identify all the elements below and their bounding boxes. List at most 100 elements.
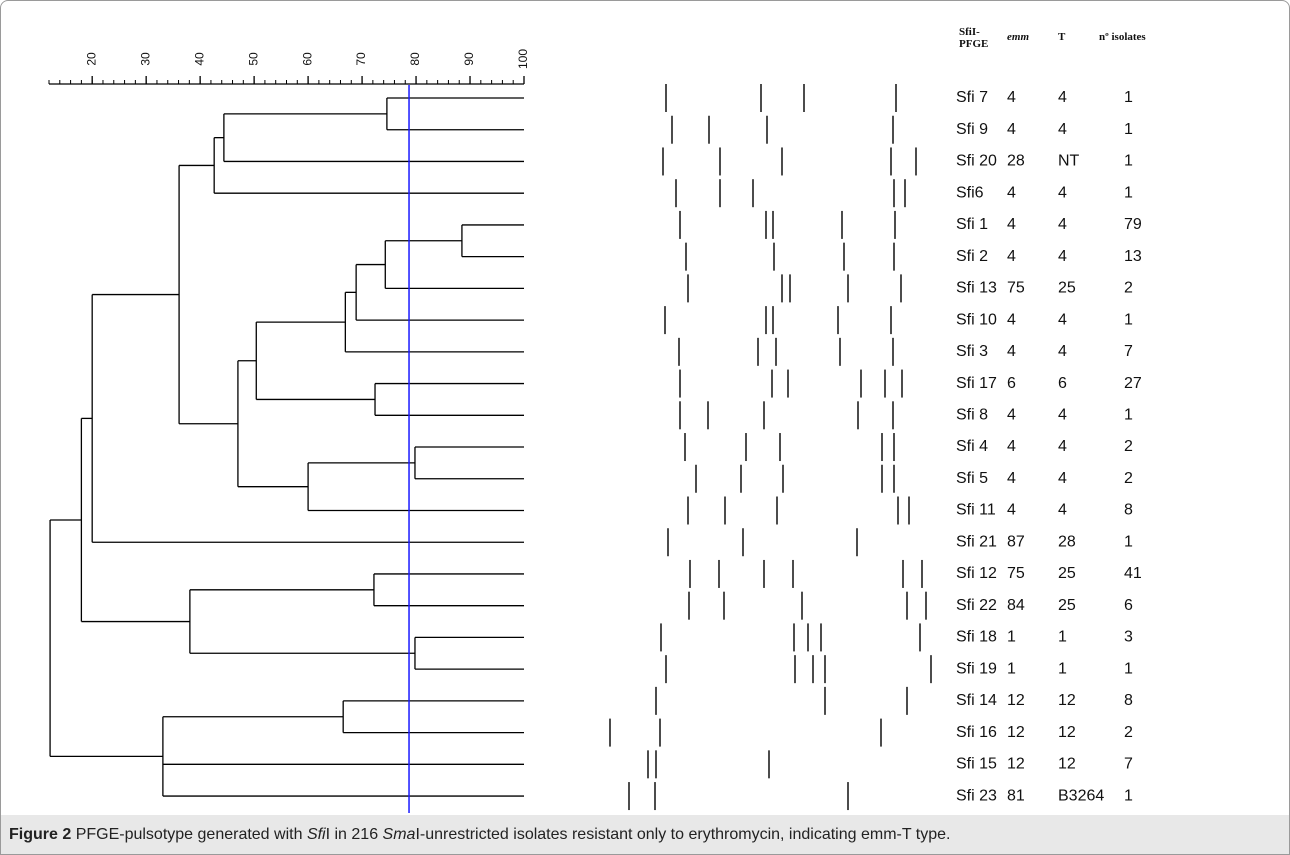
t-type: 4	[1058, 407, 1067, 424]
caption-label: Figure 2	[9, 826, 71, 843]
isolate-count: 8	[1124, 502, 1133, 519]
pulsotype: Sfi 3	[956, 343, 988, 360]
emm-type: 1	[1007, 629, 1016, 646]
header-pulsotype: SfiI-PFGE	[959, 26, 995, 50]
caption: Figure 2 PFGE-pulsotype generated with S…	[1, 815, 1289, 854]
isolate-count: 6	[1124, 597, 1133, 614]
tick-label: 70	[354, 52, 368, 66]
isolate-count: 2	[1124, 280, 1133, 297]
emm-type: 4	[1007, 438, 1016, 455]
isolate-count: 1	[1124, 311, 1133, 328]
emm-type: 4	[1007, 343, 1016, 360]
pulsotype: Sfi 12	[956, 565, 997, 582]
isolate-count: 1	[1124, 89, 1133, 106]
isolate-count: 1	[1124, 184, 1133, 201]
tick-label: 80	[408, 52, 422, 66]
pulsotype: Sfi 18	[956, 629, 997, 646]
isolate-count: 1	[1124, 407, 1133, 424]
pulsotype: Sfi 7	[956, 89, 988, 106]
pulsotype: Sfi 5	[956, 470, 988, 487]
tick-label: 60	[300, 52, 314, 66]
emm-type: 28	[1007, 153, 1025, 170]
emm-type: 4	[1007, 407, 1016, 424]
t-type: 4	[1058, 502, 1067, 519]
header-t: T	[1058, 31, 1065, 43]
t-type: 25	[1058, 565, 1076, 582]
emm-type: 4	[1007, 216, 1016, 233]
emm-type: 4	[1007, 121, 1016, 138]
isolate-count: 2	[1124, 724, 1133, 741]
pulsotype: Sfi 19	[956, 660, 997, 677]
t-type: 1	[1058, 660, 1067, 677]
pulsotype: Sfi 21	[956, 533, 997, 550]
t-type: 4	[1058, 470, 1067, 487]
isolate-count: 8	[1124, 692, 1133, 709]
emm-type: 4	[1007, 89, 1016, 106]
header-isolates: nº isolates	[1099, 31, 1146, 43]
pulsotype: Sfi 15	[956, 756, 997, 773]
pulsotype: Sfi6	[956, 184, 984, 201]
t-type: 28	[1058, 533, 1076, 550]
isolate-count: 1	[1124, 660, 1133, 677]
t-type: 4	[1058, 89, 1067, 106]
emm-type: 4	[1007, 184, 1016, 201]
header-emm: emm	[1007, 31, 1029, 43]
pulsotype: Sfi 13	[956, 280, 997, 297]
isolate-count: 1	[1124, 121, 1133, 138]
pulsotype: Sfi 16	[956, 724, 997, 741]
tick-label: 50	[246, 52, 260, 66]
caption-text: Sfi	[307, 826, 326, 843]
emm-type: 75	[1007, 280, 1025, 297]
t-type: 25	[1058, 280, 1076, 297]
caption-text: Sma	[383, 826, 416, 843]
tick-label: 90	[462, 52, 476, 66]
isolate-count: 1	[1124, 153, 1133, 170]
pulsotype: Sfi 17	[956, 375, 997, 392]
caption-text: I-unrestricted isolates resistant only t…	[415, 826, 950, 843]
emm-type: 4	[1007, 248, 1016, 265]
t-type: 4	[1058, 311, 1067, 328]
pulsotype: Sfi 9	[956, 121, 988, 138]
isolate-count: 3	[1124, 629, 1133, 646]
isolate-count: 2	[1124, 438, 1133, 455]
t-type: 25	[1058, 597, 1076, 614]
t-type: 4	[1058, 216, 1067, 233]
t-type: 4	[1058, 184, 1067, 201]
emm-type: 1	[1007, 660, 1016, 677]
tick-label: 30	[138, 52, 152, 66]
pulsotype: Sfi 14	[956, 692, 997, 709]
emm-type: 84	[1007, 597, 1025, 614]
caption-text: I in 216	[326, 826, 378, 843]
emm-type: 12	[1007, 724, 1025, 741]
isolate-count: 1	[1124, 533, 1133, 550]
pulsotype: Sfi 1	[956, 216, 988, 233]
emm-type: 12	[1007, 756, 1025, 773]
emm-type: 87	[1007, 533, 1025, 550]
isolate-count: 7	[1124, 756, 1133, 773]
pulsotype: Sfi 4	[956, 438, 988, 455]
tick-label: 40	[192, 52, 206, 66]
pulsotype: Sfi 2	[956, 248, 988, 265]
emm-type: 4	[1007, 470, 1016, 487]
emm-type: 75	[1007, 565, 1025, 582]
emm-type: 12	[1007, 692, 1025, 709]
isolate-count: 27	[1124, 375, 1142, 392]
emm-type: 4	[1007, 311, 1016, 328]
t-type: 4	[1058, 343, 1067, 360]
pulsotype: Sfi 8	[956, 407, 988, 424]
t-type: 12	[1058, 756, 1076, 773]
t-type: 4	[1058, 438, 1067, 455]
t-type: 6	[1058, 375, 1067, 392]
pulsotype: Sfi 23	[956, 787, 997, 804]
t-type: NT	[1058, 153, 1080, 170]
t-type: 1	[1058, 629, 1067, 646]
isolate-count: 79	[1124, 216, 1142, 233]
isolate-count: 41	[1124, 565, 1142, 582]
isolate-count: 7	[1124, 343, 1133, 360]
caption-text: PFGE-pulsotype generated with	[76, 826, 303, 843]
pulsotype: Sfi 10	[956, 311, 997, 328]
emm-type: 81	[1007, 787, 1025, 804]
t-type: 12	[1058, 692, 1076, 709]
emm-type: 6	[1007, 375, 1016, 392]
figure: 2030405060708090100Sfi 7441Sfi 9441Sfi 2…	[0, 0, 1290, 855]
